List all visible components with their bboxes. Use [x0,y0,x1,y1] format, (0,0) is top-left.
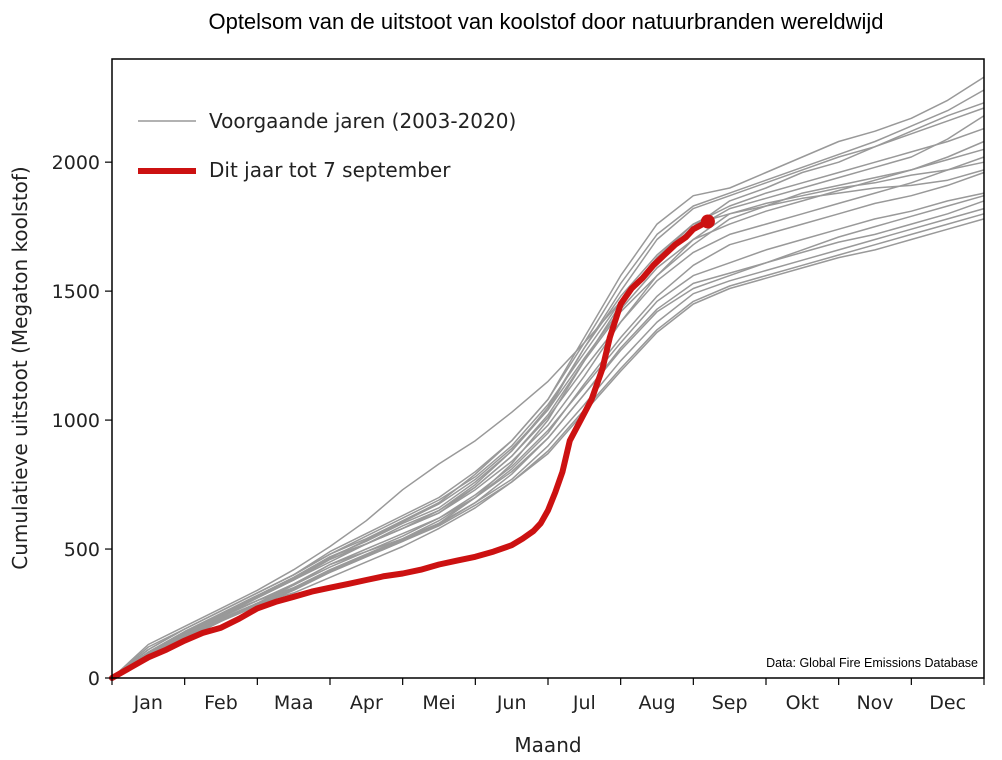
series-line-previous-5 [111,148,985,679]
y-tick-label: 1500 [52,281,100,303]
y-axis-label: Cumulatieve uitstoot (Megaton koolstof) [8,166,32,570]
legend-label-previous: Voorgaande jaren (2003-2020) [209,109,516,133]
series-line-current [109,218,711,681]
x-tick-label: Feb [204,692,238,714]
series-line-previous-17 [111,200,985,679]
y-tick-label: 0 [88,668,100,690]
plot-frame [111,58,985,679]
x-tick-label: Apr [350,692,383,714]
x-tick-label: Aug [638,692,675,714]
x-tick-label: Dec [929,692,966,714]
legend-label-current: Dit jaar tot 7 september [209,158,451,182]
data-source-note: Data: Global Fire Emissions Database [766,656,978,670]
x-axis: Jan Feb Maa Apr Mei Jun Jul Aug Sep Okt Nov Dec [111,678,985,714]
series-line-previous-4 [111,102,985,679]
x-axis-label: Maand [514,733,581,757]
x-tick-label: Nov [856,692,893,714]
series-line-previous-15 [111,127,985,679]
x-tick-label: Maa [274,692,314,714]
legend: Voorgaande jaren (2003-2020) Dit jaar to… [138,109,516,182]
series-endpoint-current [700,214,715,229]
series-line-previous-11 [111,218,985,679]
y-axis: 0 500 1000 1500 2000 [52,152,112,690]
y-tick-label: 500 [64,539,100,561]
series-line-previous-16 [111,171,985,679]
x-tick-label: Okt [786,692,819,714]
series-line-previous-1 [111,107,985,679]
y-tick-label: 1000 [52,410,100,432]
series-current-year [109,214,715,681]
series-line-previous-13 [111,156,985,679]
chart-title: Optelsom van de uitstoot van koolstof do… [208,9,883,34]
series-line-previous-14 [111,169,985,679]
series-line-previous-18 [111,140,985,679]
series-previous-years [111,76,985,679]
x-tick-label: Sep [712,692,748,714]
y-tick-label: 2000 [52,152,100,174]
x-tick-label: Jan [133,692,163,714]
x-tick-label: Jun [496,692,527,714]
x-tick-label: Jul [572,692,596,714]
x-tick-label: Mei [422,692,455,714]
